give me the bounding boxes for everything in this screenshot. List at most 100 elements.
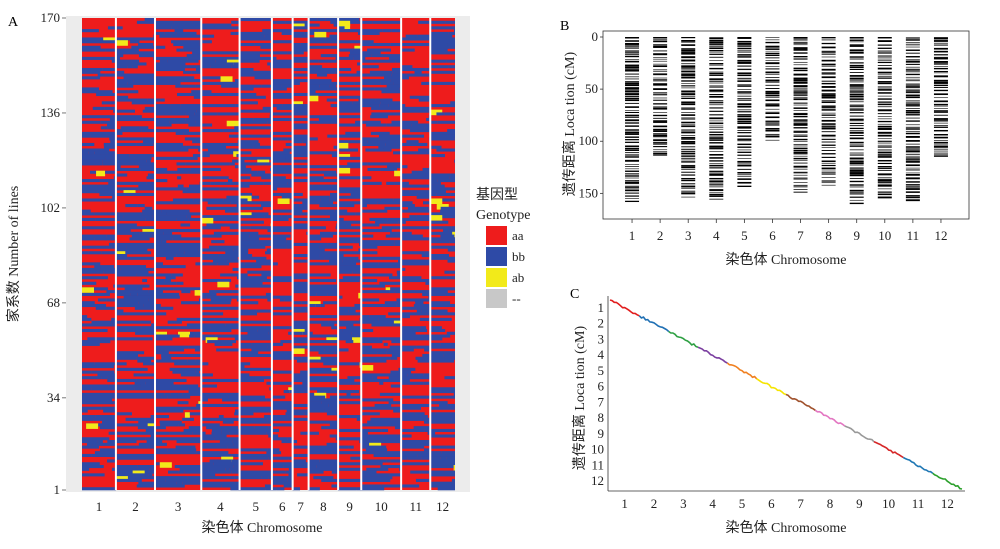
panel-c-y-tick: 7: [598, 394, 605, 409]
chromosome-line-8: [815, 410, 844, 426]
panel-c-x-tick: 3: [680, 496, 687, 511]
panel-b-x-tick: 10: [878, 228, 891, 243]
panel-b-bands: [625, 37, 948, 204]
panel-c-y-tick: 10: [591, 442, 604, 457]
panel-a-x-tick: 11: [409, 499, 422, 514]
panel-c-y-tick: 8: [598, 410, 605, 425]
panel-a-x-tick: 5: [252, 499, 259, 514]
legend-title-cn: 基因型: [476, 186, 518, 203]
panel-a-y-tick: 170: [41, 10, 61, 25]
panel-c-y-tick: 12: [591, 473, 604, 488]
panel-a-x-tick: 9: [346, 499, 353, 514]
chromosome-line-5: [727, 363, 756, 379]
panel-b-y-axis-title: 遗传距离 Loca tion (cM): [561, 52, 578, 197]
panel-b-x-tick: 8: [825, 228, 832, 243]
chromosome-bar-11: [906, 37, 920, 201]
panel-b-x-tick: 2: [657, 228, 664, 243]
panel-a-x-tick: 3: [175, 499, 182, 514]
panel-c-y-tick: 1: [598, 300, 605, 315]
panel-a-y-axis-title: 家系数 Number of lines: [5, 186, 22, 322]
panel-b-x-tick: 1: [629, 228, 636, 243]
panel-c-x-tick: 7: [797, 496, 804, 511]
chromosome-line-7: [786, 395, 815, 411]
panel-c-x-tick: 11: [912, 496, 925, 511]
panel-b-x-tick: 7: [797, 228, 804, 243]
panel-c-y-tick: 4: [598, 347, 605, 362]
panel-b-x-tick: 3: [685, 228, 692, 243]
panel-c-y-tick: 11: [591, 457, 604, 472]
chromosome-bar-3: [681, 37, 695, 197]
panel-b-y-tick: 0: [592, 29, 599, 44]
chromosome-bar-4: [709, 37, 723, 200]
chromosome-line-12: [933, 473, 962, 489]
panel-a-y-tick: 34: [47, 390, 61, 405]
panel-a-x-tick: 6: [279, 499, 286, 514]
panel-b-x-axis-title: 染色体 Chromosome: [726, 251, 847, 268]
panel-c-x-tick: 10: [882, 496, 895, 511]
panel-b-y-ticks: 0 50 100 150: [579, 29, 604, 200]
legend-swatch-2: [486, 268, 507, 287]
legend-label: --: [512, 291, 521, 306]
panel-b-y-tick: 100: [579, 133, 599, 148]
chromosome-bar-8: [822, 37, 836, 185]
chromosome-line-11: [903, 458, 932, 474]
panel-a-y-tick: 68: [47, 295, 60, 310]
panel-c-x-tick: 9: [856, 496, 863, 511]
panel-c-y-tick: 9: [598, 426, 605, 441]
panel-c-lines: [610, 300, 962, 489]
panel-b-y-tick: 50: [585, 81, 598, 96]
chromosome-line-10: [874, 442, 903, 458]
chromosome-bar-6: [765, 37, 779, 140]
panel-b-y-tick: 150: [579, 185, 599, 200]
legend-swatch-0: [486, 226, 507, 245]
chromosome-bar-2: [653, 37, 667, 156]
panel-b-label: B: [560, 19, 569, 34]
panel-c-x-tick: 2: [651, 496, 658, 511]
chromosome-bar-7: [794, 37, 808, 193]
legend-swatch-3: [486, 289, 507, 308]
panel-c-label: C: [570, 287, 579, 302]
panel-a-x-tick: 2: [132, 499, 139, 514]
panel-a-y-tick: 1: [54, 482, 61, 497]
panel-c-x-tick: 6: [768, 496, 775, 511]
chromosome-bar-9: [850, 37, 864, 204]
panel-a-y-ticks: 1 34 68 102 136 170: [41, 10, 67, 497]
panel-c-x-tick: 5: [739, 496, 746, 511]
legend-title-en: Genotype: [476, 208, 530, 223]
panel-b-x-tick: 5: [741, 228, 748, 243]
chromosome-bar-12: [934, 37, 948, 157]
panel-c-y-tick: 2: [598, 316, 605, 331]
chromosome-bar-1: [625, 37, 639, 202]
chromosome-line-3: [669, 332, 698, 348]
panel-a-label: A: [8, 15, 19, 30]
panel-a-y-tick: 102: [41, 200, 61, 215]
panel-a-y-tick: 136: [41, 105, 61, 120]
chromosome-line-6: [757, 379, 786, 395]
panel-a-heatmap: [82, 18, 455, 490]
panel-a-x-tick: 8: [320, 499, 327, 514]
panel-b-x-tick: 6: [769, 228, 776, 243]
panel-c-x-axis-title: 染色体 Chromosome: [726, 519, 847, 536]
panel-b-x-tick: 12: [934, 228, 947, 243]
chromosome-bar-5: [737, 37, 751, 187]
panel-c-x-tick: 4: [709, 496, 716, 511]
chromosome-line-1: [610, 300, 639, 316]
chromosome-line-4: [698, 347, 727, 363]
panel-a-x-tick: 7: [297, 499, 304, 514]
panel-a-x-tick: 1: [96, 499, 103, 514]
legend-label: ab: [512, 270, 524, 285]
chromosome-line-9: [845, 426, 874, 442]
panel-c-y-tick: 3: [598, 331, 605, 346]
panel-a-x-tick: 10: [375, 499, 388, 514]
legend-label: aa: [512, 228, 524, 243]
panel-b-x-tick: 9: [853, 228, 860, 243]
panel-c-y-tick: 6: [598, 379, 605, 394]
chromosome-bar-10: [878, 37, 892, 198]
legend-swatch-1: [486, 247, 507, 266]
legend-label: bb: [512, 249, 525, 264]
panel-c-x-tick: 1: [621, 496, 628, 511]
